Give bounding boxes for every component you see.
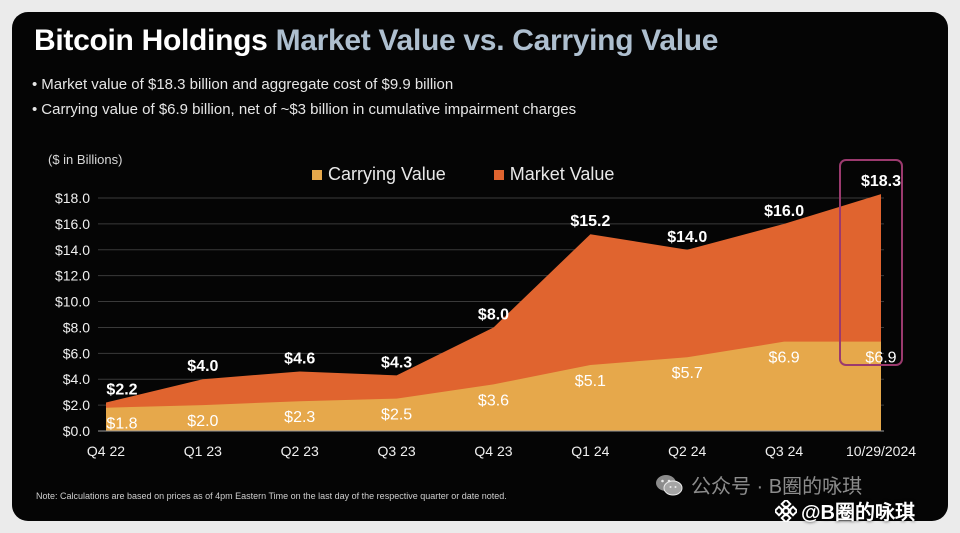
x-tick-label: Q1 23: [184, 443, 222, 459]
market-value-label: $18.3: [861, 173, 901, 190]
bullet-market-value: Market value of $18.3 billion and aggreg…: [32, 76, 576, 93]
y-tick-label: $8.0: [63, 319, 90, 335]
y-tick-label: $6.0: [63, 345, 90, 361]
carrying-value-area: [106, 341, 881, 431]
x-tick-label: 10/29/2024: [846, 443, 916, 459]
highlight-box: [839, 159, 903, 366]
y-tick-label: $18.0: [55, 190, 90, 206]
carrying-value-label: $5.1: [575, 373, 606, 390]
market-value-label: $4.0: [187, 358, 218, 375]
unit-label: ($ in Billions): [48, 152, 123, 167]
bullet-carrying-value: Carrying value of $6.9 billion, net of ~…: [32, 101, 576, 118]
y-tick-label: $16.0: [55, 216, 90, 232]
legend-item-carrying: Carrying Value: [312, 164, 446, 185]
footnote: Note: Calculations are based on prices a…: [36, 491, 507, 501]
market-value-label: $2.2: [106, 382, 137, 399]
x-tick-label: Q1 24: [571, 443, 609, 459]
y-tick-label: $10.0: [55, 294, 90, 310]
title-comparison: Market Value vs. Carrying Value: [275, 24, 719, 57]
carrying-value-label: $3.6: [478, 392, 509, 409]
x-tick-label: Q2 23: [281, 443, 319, 459]
x-tick-label: Q3 23: [378, 443, 416, 459]
carrying-value-label: $6.9: [769, 350, 800, 367]
y-tick-label: $14.0: [55, 242, 90, 258]
x-tick-label: Q2 24: [668, 443, 706, 459]
y-tick-label: $2.0: [63, 397, 90, 413]
market-value-label: $14.0: [667, 229, 707, 246]
market-value-label: $4.6: [284, 350, 315, 367]
watermark: 公众号 · B圈的咏琪: [655, 470, 862, 499]
x-tick-label: Q4 23: [474, 443, 512, 459]
carrying-value-label: $2.5: [381, 407, 412, 424]
y-tick-label: $4.0: [63, 371, 90, 387]
x-tick-label: Q3 24: [765, 443, 803, 459]
carrying-value-label: $1.8: [106, 416, 137, 433]
legend-item-market: Market Value: [493, 164, 615, 185]
title-main: Bitcoin Holdings: [34, 24, 268, 57]
y-tick-label: $12.0: [55, 268, 90, 284]
legend-label-market: Market Value: [509, 164, 615, 184]
summary-bullets: Market value of $18.3 billion and aggreg…: [32, 76, 576, 126]
market-value-label: $4.3: [381, 354, 412, 371]
market-value-label: $16.0: [764, 203, 804, 220]
watermark-text: 公众号 · B圈的咏琪: [691, 476, 863, 498]
carrying-value-label: $6.9: [865, 350, 896, 367]
carrying-value-label: $2.3: [284, 409, 315, 426]
slide-title: Bitcoin Holdings Market Value vs. Carryi…: [34, 24, 718, 58]
x-tick-label: Q4 22: [87, 443, 125, 459]
market-value-label: $8.0: [478, 306, 509, 323]
chart-legend: Carrying Value Market Value: [312, 164, 614, 185]
legend-swatch-carrying: [312, 169, 322, 180]
overlay-tag: @B圈的咏琪: [775, 496, 915, 525]
carrying-value-label: $2.0: [187, 413, 218, 430]
y-tick-label: $0.0: [63, 423, 90, 439]
market-value-label: $15.2: [570, 213, 610, 230]
carrying-value-label: $5.7: [672, 365, 703, 382]
binance-icon: [775, 499, 797, 522]
legend-swatch-market: [493, 169, 504, 180]
wechat-icon: [656, 474, 683, 495]
overlay-text: @B圈的咏琪: [801, 502, 915, 524]
legend-label-carrying: Carrying Value: [328, 164, 446, 184]
